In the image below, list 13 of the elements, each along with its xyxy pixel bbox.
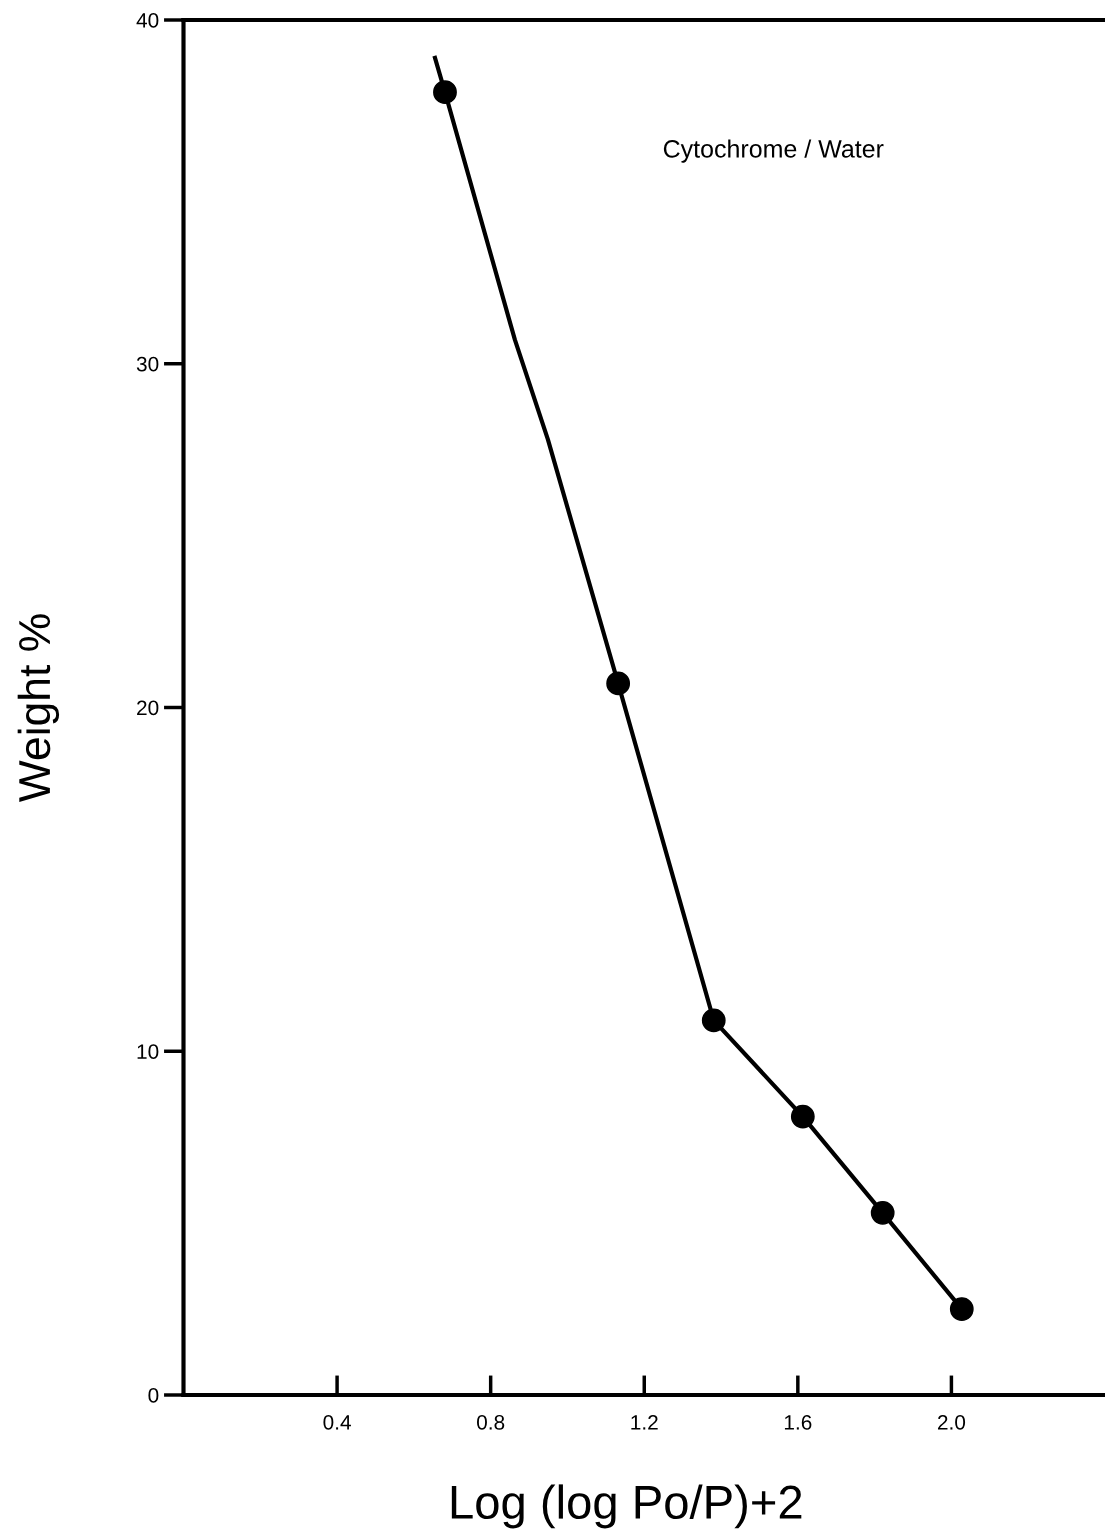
annotation: Cytochrome / Water: [663, 139, 884, 163]
y-tick-label: 0: [148, 1388, 159, 1403]
y-tick-label: 30: [136, 356, 159, 372]
y-axis-title: Weight %: [17, 614, 60, 803]
x-tick-label: 2.0: [937, 1414, 966, 1430]
x-tick-label: 0.8: [477, 1414, 505, 1430]
x-tick-label: 1.2: [631, 1414, 658, 1430]
y-tick-label: 40: [136, 13, 159, 28]
y-tick-label: 20: [137, 700, 159, 716]
x-tick-label: 0.4: [323, 1414, 351, 1430]
x-axis-title: Log (log Po/P)+2: [451, 1484, 802, 1529]
y-tick-label: 10: [137, 1044, 159, 1059]
x-tick-label: 1.6: [784, 1414, 812, 1430]
